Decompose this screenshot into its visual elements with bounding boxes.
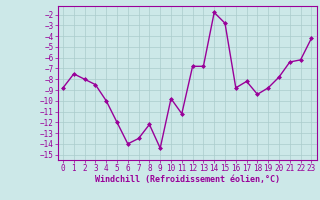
X-axis label: Windchill (Refroidissement éolien,°C): Windchill (Refroidissement éolien,°C): [95, 175, 280, 184]
